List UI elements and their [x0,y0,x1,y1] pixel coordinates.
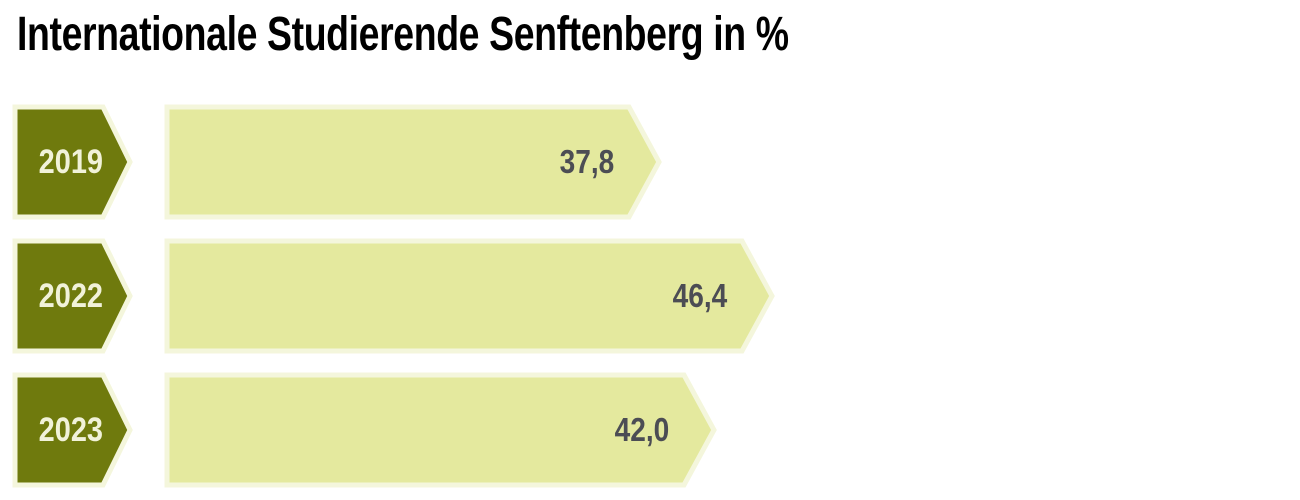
year-label-text: 2023 [38,410,104,449]
bar-row: 2023 42,0 [0,372,1300,488]
value-label-text: 42,0 [614,411,669,448]
row-shapes [12,372,717,488]
bar-arrow-shape [164,104,662,220]
year-arrow-shape [12,238,133,354]
bar-arrow-shape [164,372,717,488]
year-label: 2022 [15,238,127,354]
row-shapes [12,104,662,220]
bar-row: 2019 37,8 [0,104,1300,220]
value-label-wrap: 37,8 [167,104,614,220]
bar-arrow-shape [164,238,775,354]
bar-row: 2022 46,4 [0,238,1300,354]
row-shapes [12,238,775,354]
year-label-text: 2022 [38,276,104,315]
chart-title: Internationale Studierende Senftenberg i… [17,8,789,61]
year-arrow-shape [12,104,133,220]
year-label: 2019 [15,104,127,220]
year-arrow-shape [12,372,133,488]
bar-rows: 2019 37,8 2022 46,4 2023 42,0 [0,104,1300,500]
value-label-text: 46,4 [672,277,727,314]
value-label-wrap: 46,4 [167,238,727,354]
year-label: 2023 [15,372,127,488]
year-label-text: 2019 [38,142,104,181]
value-label-text: 37,8 [559,143,614,180]
value-label-wrap: 42,0 [167,372,669,488]
